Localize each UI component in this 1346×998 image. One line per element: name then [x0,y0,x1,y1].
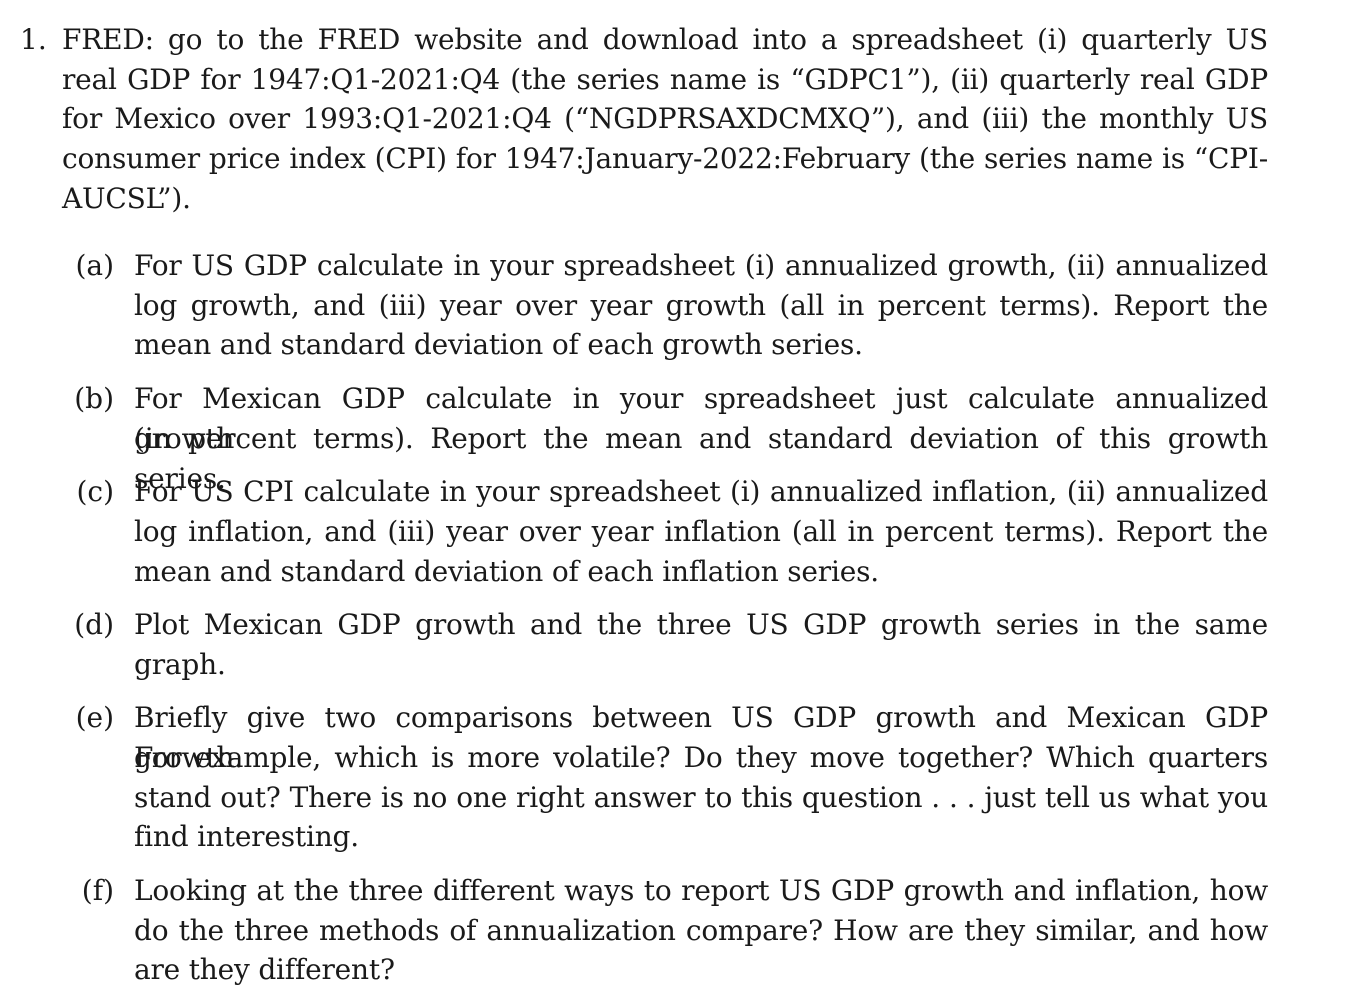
problem-line: real GDP for 1947:Q1-2021:Q4 (the series… [62,63,1268,96]
problem-line: consumer price index (CPI) for 1947:Janu… [62,142,1268,175]
problem-number: 1. [20,23,47,56]
part-f-line: do the three methods of annualization co… [134,914,1268,947]
problem-line: FRED: go to the FRED website and downloa… [62,23,1268,56]
part-e-line: find interesting. [134,820,359,853]
part-a-line: log growth, and (iii) year over year gro… [134,289,1268,322]
part-label-a: (a) [75,249,114,282]
part-label-c: (c) [76,475,114,508]
part-a-line: For US GDP calculate in your spreadsheet… [134,249,1268,282]
part-a-line: mean and standard deviation of each grow… [134,328,863,361]
part-f-line: Looking at the three different ways to r… [134,874,1268,907]
part-label-f: (f) [81,874,114,907]
part-label-b: (b) [74,382,114,415]
part-c-line: For US CPI calculate in your spreadsheet… [134,475,1268,508]
part-c-line: log inflation, and (iii) year over year … [134,515,1268,548]
part-e-line: For example, which is more volatile? Do … [134,741,1268,774]
part-f-line: are they different? [134,953,395,986]
part-d-line: graph. [134,648,226,681]
problem-line: AUCSL”). [62,182,191,215]
problem-line: for Mexico over 1993:Q1-2021:Q4 (“NGDPRS… [62,102,1268,135]
part-d-line: Plot Mexican GDP growth and the three US… [134,608,1268,641]
part-e-line: stand out? There is no one right answer … [134,781,1268,814]
part-b-line: For Mexican GDP calculate in your spread… [134,382,1268,455]
part-label-d: (d) [74,608,114,641]
part-b-line: (in percent terms). Report the mean and … [134,422,1268,495]
part-label-e: (e) [75,701,114,734]
part-e-line: Briefly give two comparisons between US … [134,701,1268,774]
part-c-line: mean and standard deviation of each infl… [134,555,879,588]
